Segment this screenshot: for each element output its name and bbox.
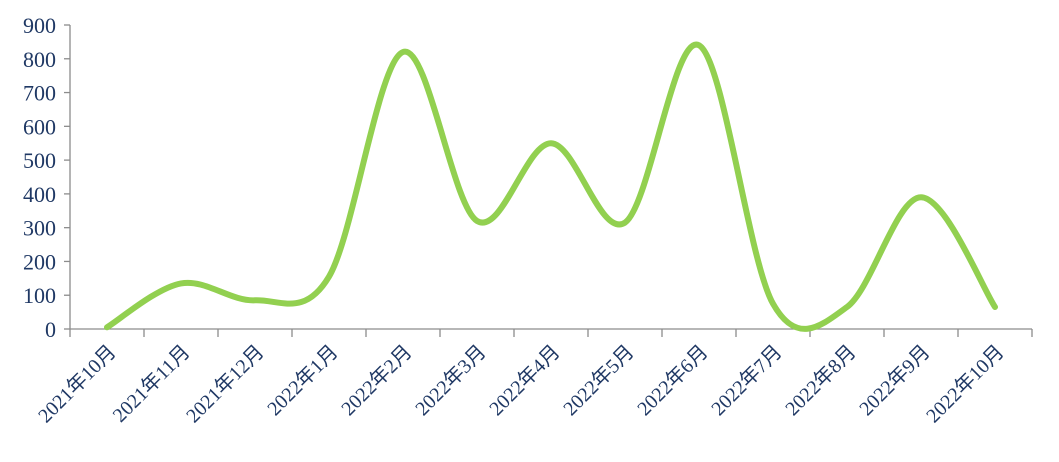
y-tick-label: 600 [23,114,56,139]
x-tick-label: 2022年7月 [707,340,787,420]
x-tick-label: 2021年10月 [34,340,121,427]
x-tick-label: 2022年9月 [855,340,935,420]
y-tick-label: 100 [23,283,56,308]
x-tick-label: 2022年1月 [263,340,343,420]
y-tick-label: 400 [23,182,56,207]
x-tick-label: 2022年10月 [922,340,1009,427]
x-tick-label: 2022年3月 [411,340,491,420]
x-tick-label: 2022年4月 [485,340,565,420]
x-axis: 2021年10月2021年11月2021年12月2022年1月2022年2月20… [34,328,1033,427]
y-tick-label: 700 [23,81,56,106]
x-tick-label: 2021年12月 [182,340,269,427]
y-tick-label: 500 [23,148,56,173]
y-axis: 0 100 200 300 400 500 600 700 800 900 [23,13,71,342]
y-tick-label: 800 [23,47,56,72]
y-tick-label: 0 [45,317,56,342]
x-tick-label: 2022年6月 [633,340,713,420]
series-line-0 [104,41,998,332]
series-layer [104,41,998,332]
x-tick-label: 2021年11月 [108,340,194,426]
x-tick-label: 2022年2月 [337,340,417,420]
x-tick-label: 2022年5月 [559,340,639,420]
y-tick-label: 200 [23,249,56,274]
y-tick-label: 300 [23,216,56,241]
y-tick-label: 900 [23,13,56,38]
x-tick-label: 2022年8月 [781,340,861,420]
